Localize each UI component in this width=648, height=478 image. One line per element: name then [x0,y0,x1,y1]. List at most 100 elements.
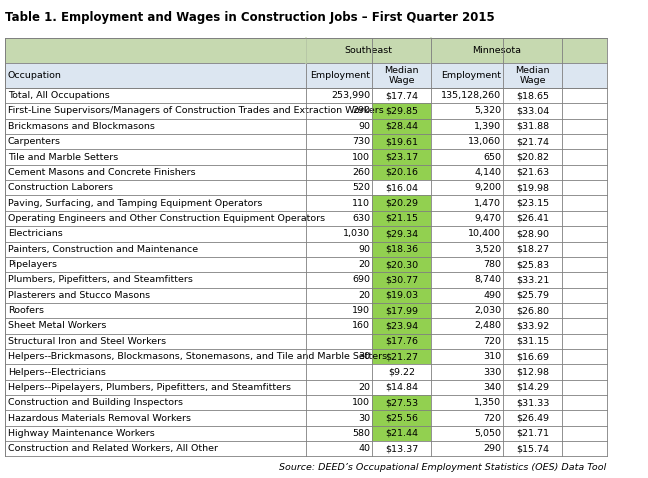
Text: 20: 20 [358,291,370,300]
Bar [5,303,607,318]
Text: Hazardous Materials Removal Workers: Hazardous Materials Removal Workers [8,413,191,423]
Text: Painters, Construction and Maintenance: Painters, Construction and Maintenance [8,245,198,254]
Text: First-Line Supervisors/Managers of Construction Trades and Extraction Workers: First-Line Supervisors/Managers of Const… [8,107,384,116]
Text: 10,400: 10,400 [468,229,501,239]
Bar [5,426,607,441]
Bar [5,334,607,349]
Text: $18.27: $18.27 [516,245,549,254]
Text: Tile and Marble Setters: Tile and Marble Setters [8,152,118,162]
Text: Helpers--Brickmasons, Blockmasons, Stonemasons, and Tile and Marble Setters: Helpers--Brickmasons, Blockmasons, Stone… [8,352,387,361]
Bar [5,165,607,180]
Text: $31.33: $31.33 [516,398,550,407]
Bar [5,257,607,272]
Text: 720: 720 [483,337,501,346]
Text: 290: 290 [352,107,370,116]
Text: 135,128,260: 135,128,260 [441,91,501,100]
Text: 2,480: 2,480 [474,322,501,330]
Text: $20.82: $20.82 [516,152,549,162]
Bar [5,38,607,63]
Bar [5,226,607,241]
Bar [372,411,431,426]
Text: 730: 730 [352,137,370,146]
Text: $21.44: $21.44 [385,429,418,438]
Text: $18.65: $18.65 [516,91,549,100]
Text: Paving, Surfacing, and Tamping Equipment Operators: Paving, Surfacing, and Tamping Equipment… [8,199,262,207]
Bar [372,288,431,303]
Text: $28.44: $28.44 [385,122,418,131]
Text: Source: DEED’s Occupational Employment Statistics (OES) Data Tool: Source: DEED’s Occupational Employment S… [279,463,607,472]
Text: $25.83: $25.83 [516,260,549,269]
Text: Sheet Metal Workers: Sheet Metal Workers [8,322,106,330]
Bar [5,150,607,165]
Text: $27.53: $27.53 [385,398,418,407]
Text: 4,140: 4,140 [474,168,501,177]
Text: 13,060: 13,060 [468,137,501,146]
Text: Electricians: Electricians [8,229,62,239]
Text: 490: 490 [483,291,501,300]
Text: 290: 290 [483,445,501,453]
Bar [372,211,431,226]
Bar [372,119,431,134]
Bar [5,272,607,288]
Text: 330: 330 [483,368,501,377]
Text: Roofers: Roofers [8,306,44,315]
Text: $30.77: $30.77 [385,275,418,284]
Text: $14.29: $14.29 [516,383,549,392]
Text: $15.74: $15.74 [516,445,549,453]
Text: Brickmasons and Blockmasons: Brickmasons and Blockmasons [8,122,155,131]
Text: 8,740: 8,740 [474,275,501,284]
Text: 3,520: 3,520 [474,245,501,254]
Bar [372,257,431,272]
Text: 650: 650 [483,152,501,162]
Text: $20.16: $20.16 [385,168,418,177]
Text: Pipelayers: Pipelayers [8,260,57,269]
Text: Construction and Related Workers, All Other: Construction and Related Workers, All Ot… [8,445,218,453]
Text: 690: 690 [352,275,370,284]
Text: Total, All Occupations: Total, All Occupations [8,91,110,100]
Text: 90: 90 [358,245,370,254]
Text: 9,200: 9,200 [474,183,501,192]
Text: 9,470: 9,470 [474,214,501,223]
Text: 1,390: 1,390 [474,122,501,131]
Bar [372,426,431,441]
Text: Plumbers, Pipefitters, and Steamfitters: Plumbers, Pipefitters, and Steamfitters [8,275,192,284]
Text: $25.56: $25.56 [385,413,418,423]
Text: $23.15: $23.15 [516,199,549,207]
Text: 720: 720 [483,413,501,423]
Text: 260: 260 [352,168,370,177]
Text: Carpenters: Carpenters [8,137,61,146]
Text: 40: 40 [358,445,370,453]
Text: 1,350: 1,350 [474,398,501,407]
Text: $9.22: $9.22 [388,368,415,377]
Text: 2,030: 2,030 [474,306,501,315]
Text: $19.61: $19.61 [385,137,418,146]
Bar [372,150,431,165]
Bar [5,364,607,380]
Text: 90: 90 [358,122,370,131]
Text: 1,030: 1,030 [343,229,370,239]
Bar [5,241,607,257]
Bar [372,349,431,364]
Text: Operating Engineers and Other Construction Equipment Operators: Operating Engineers and Other Constructi… [8,214,325,223]
Text: 580: 580 [352,429,370,438]
Text: $33.21: $33.21 [516,275,550,284]
Bar [372,334,431,349]
Bar [372,241,431,257]
Bar [5,119,607,134]
Text: 100: 100 [352,398,370,407]
Text: $13.37: $13.37 [385,445,418,453]
Text: Minnesota: Minnesota [472,46,521,55]
Text: 110: 110 [352,199,370,207]
Text: 253,990: 253,990 [331,91,370,100]
Text: Helpers--Electricians: Helpers--Electricians [8,368,106,377]
Text: $14.84: $14.84 [385,383,418,392]
Text: $17.99: $17.99 [385,306,418,315]
Text: $29.34: $29.34 [385,229,418,239]
Text: 520: 520 [352,183,370,192]
Text: $21.15: $21.15 [385,214,418,223]
Bar [372,303,431,318]
Text: $26.41: $26.41 [516,214,549,223]
Text: 630: 630 [352,214,370,223]
Text: Employment: Employment [441,71,501,80]
Bar [5,349,607,364]
